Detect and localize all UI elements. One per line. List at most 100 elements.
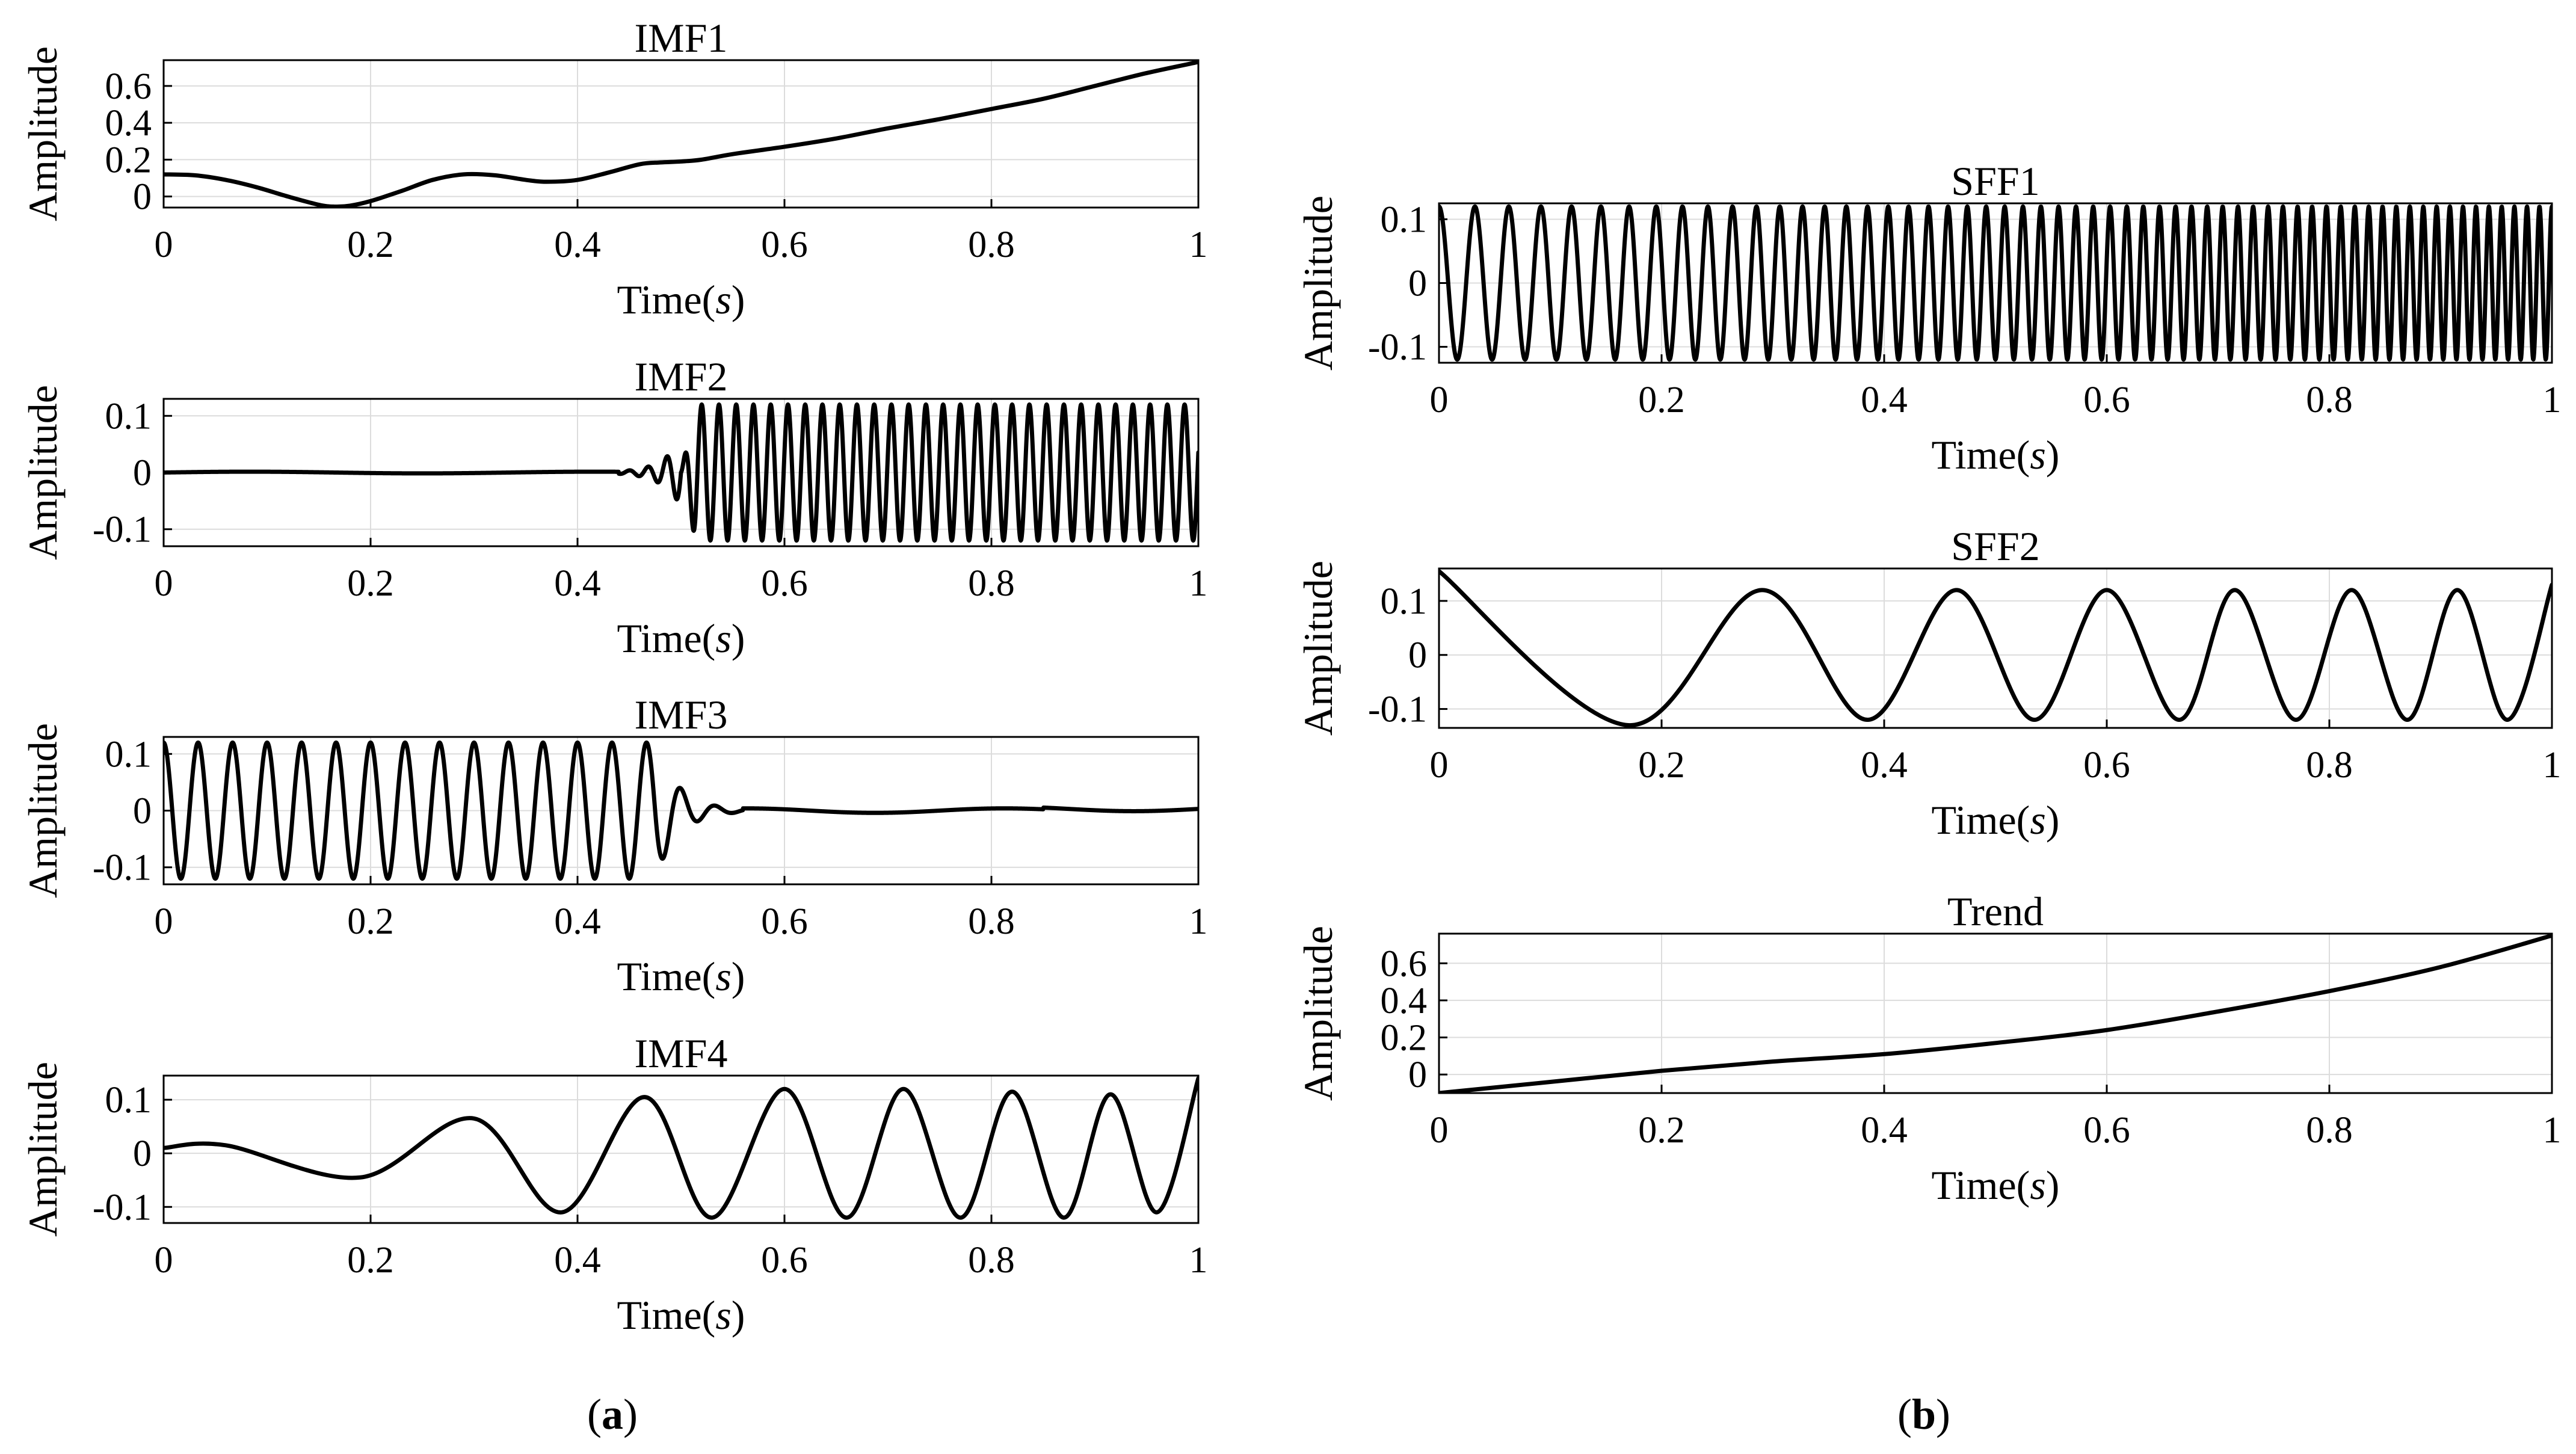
x-axis-label-close: ) — [732, 953, 745, 999]
x-tick-label: 0.8 — [968, 224, 1015, 265]
y-tick-label: 0.6 — [1381, 943, 1428, 984]
x-tick-label: 0.2 — [347, 1240, 394, 1281]
axes-box-imf1 — [162, 59, 1200, 209]
y-axis-label-imf4: Amplitude — [20, 1062, 66, 1237]
x-tick-label: 0.4 — [554, 1240, 601, 1281]
x-axis-label-close: ) — [732, 615, 745, 661]
x-axis-label-text: Time( — [1932, 432, 2030, 478]
chart-title-imf3: IMF3 — [635, 692, 728, 738]
x-tick-label: 0.8 — [968, 1240, 1015, 1281]
y-tick-label: 0 — [1408, 263, 1427, 304]
x-tick-label: 0.2 — [347, 224, 394, 265]
plots-layer: 0 0.2 0.4 0.6 0.8 100.20.40.6IMF1Time(s)Ampli… — [20, 15, 2562, 1338]
x-tick-label: 0.4 — [1861, 380, 1908, 420]
x-axis-label-var: s — [715, 277, 731, 322]
y-tick-label: -0.1 — [1368, 327, 1427, 368]
series-line-trend — [1439, 934, 2552, 1093]
x-tick-label: 0.6 — [761, 901, 808, 942]
series-line-sff1 — [1439, 204, 2552, 362]
x-axis-label-var: s — [715, 953, 731, 999]
x-tick-label: 0 — [155, 901, 173, 942]
x-tick-label: 0.6 — [2083, 380, 2130, 420]
x-axis-label-close: ) — [2046, 797, 2060, 843]
y-axis-label-sff2: Amplitude — [1295, 561, 1341, 736]
x-axis-label-sff1: Time(s) — [1932, 432, 2060, 478]
x-tick-label: 0 — [1430, 380, 1449, 420]
y-tick-label: 0 — [133, 791, 152, 832]
axes-box-trend — [1438, 932, 2553, 1094]
x-axis-label-close: ) — [732, 1292, 745, 1338]
x-tick-label: 0.8 — [968, 901, 1015, 942]
y-tick-label: 0.6 — [105, 66, 152, 107]
series-line-imf4 — [164, 1076, 1198, 1220]
x-tick-label: 1 — [1189, 563, 1208, 604]
x-tick-label: 0.4 — [554, 901, 601, 942]
series-line-imf1 — [164, 60, 1198, 208]
x-tick-label: 0.8 — [2306, 1110, 2353, 1151]
y-tick-label: 0 — [133, 453, 152, 494]
y-axis-label-imf1: Amplitude — [20, 46, 66, 221]
x-axis-label-var: s — [715, 1292, 731, 1338]
y-tick-label: 0.4 — [1381, 981, 1428, 1021]
x-axis-label-close: ) — [732, 277, 745, 322]
x-tick-label: 1 — [1189, 1240, 1208, 1281]
x-axis-label-close: ) — [2046, 432, 2060, 478]
chart-imf1: 0 0.2 0.4 0.6 0.8 100.20.40.6IMF1Time(s)Ampli… — [20, 15, 1208, 322]
series-line-sff2 — [1439, 568, 2552, 728]
x-tick-label: 1 — [1189, 224, 1208, 265]
x-tick-label: 0.8 — [2306, 380, 2353, 420]
chart-sff2: 0 0.2 0.4 0.6 0.8 1-0.100.1SFF2Time(s)Amplitu… — [1295, 523, 2562, 843]
y-tick-label: -0.1 — [1368, 689, 1427, 730]
x-axis-label-text: Time( — [617, 1292, 716, 1338]
panel-label-b: (b) — [1897, 1390, 1950, 1438]
x-tick-label: 0 — [155, 1240, 173, 1281]
y-tick-label: 0.2 — [105, 140, 152, 180]
chart-title-imf4: IMF4 — [635, 1030, 728, 1076]
x-axis-label-trend: Time(s) — [1932, 1162, 2060, 1208]
x-axis-label-text: Time( — [617, 277, 716, 322]
chart-sff1: 0 0.2 0.4 0.6 0.8 1-0.100.1SFF1Time(s)Amplitu… — [1295, 158, 2562, 478]
x-tick-label: 0 — [1430, 745, 1449, 786]
x-axis-label-close: ) — [2046, 1162, 2060, 1208]
x-tick-label: 0.6 — [761, 224, 808, 265]
y-tick-label: -0.1 — [93, 510, 152, 550]
axes-box-sff2 — [1438, 567, 2553, 729]
x-tick-label: 0.2 — [1638, 380, 1685, 420]
x-tick-label: 0 — [1430, 1110, 1449, 1151]
chart-trend: 0 0.2 0.4 0.6 0.8 100.20.40.6TrendTime(s)Ampl… — [1295, 889, 2562, 1208]
y-axis-label-imf2: Amplitude — [20, 385, 66, 560]
x-tick-label: 1 — [2543, 380, 2562, 420]
y-tick-label: 0.1 — [105, 396, 152, 437]
y-tick-label: 0.4 — [105, 103, 152, 144]
x-tick-label: 0.6 — [761, 1240, 808, 1281]
x-tick-label: 0 — [155, 563, 173, 604]
chart-title-sff1: SFF1 — [1951, 158, 2039, 204]
chart-title-imf1: IMF1 — [635, 15, 728, 61]
y-tick-label: 0 — [1408, 1055, 1427, 1095]
x-tick-label: 0.2 — [347, 901, 394, 942]
x-tick-label: 0.2 — [347, 563, 394, 604]
y-tick-label: -0.1 — [93, 848, 152, 889]
y-tick-label: -0.1 — [93, 1187, 152, 1228]
y-axis-label-imf3: Amplitude — [20, 723, 66, 898]
chart-imf2: 0 0.2 0.4 0.6 0.8 1-0.100.1IMF2Time(s)Amplitu… — [20, 354, 1208, 661]
x-tick-label: 0.6 — [2083, 745, 2130, 786]
y-axis-label-trend: Amplitude — [1295, 926, 1341, 1101]
x-tick-label: 0.2 — [1638, 745, 1685, 786]
x-tick-label: 1 — [2543, 1110, 2562, 1151]
y-tick-label: 0.1 — [1381, 200, 1428, 241]
x-tick-label: 1 — [1189, 901, 1208, 942]
x-axis-label-imf4: Time(s) — [617, 1292, 745, 1338]
y-tick-label: 0.1 — [105, 734, 152, 775]
x-tick-label: 0.6 — [761, 563, 808, 604]
x-axis-label-var: s — [2030, 797, 2045, 843]
y-tick-label: 0 — [133, 177, 152, 218]
y-tick-label: 0.2 — [1381, 1018, 1428, 1059]
x-axis-label-text: Time( — [1932, 797, 2030, 843]
chart-title-trend: Trend — [1947, 889, 2044, 934]
x-axis-label-text: Time( — [617, 953, 716, 999]
x-axis-label-imf1: Time(s) — [617, 277, 745, 322]
x-tick-label: 0.8 — [968, 563, 1015, 604]
x-tick-label: 0.8 — [2306, 745, 2353, 786]
